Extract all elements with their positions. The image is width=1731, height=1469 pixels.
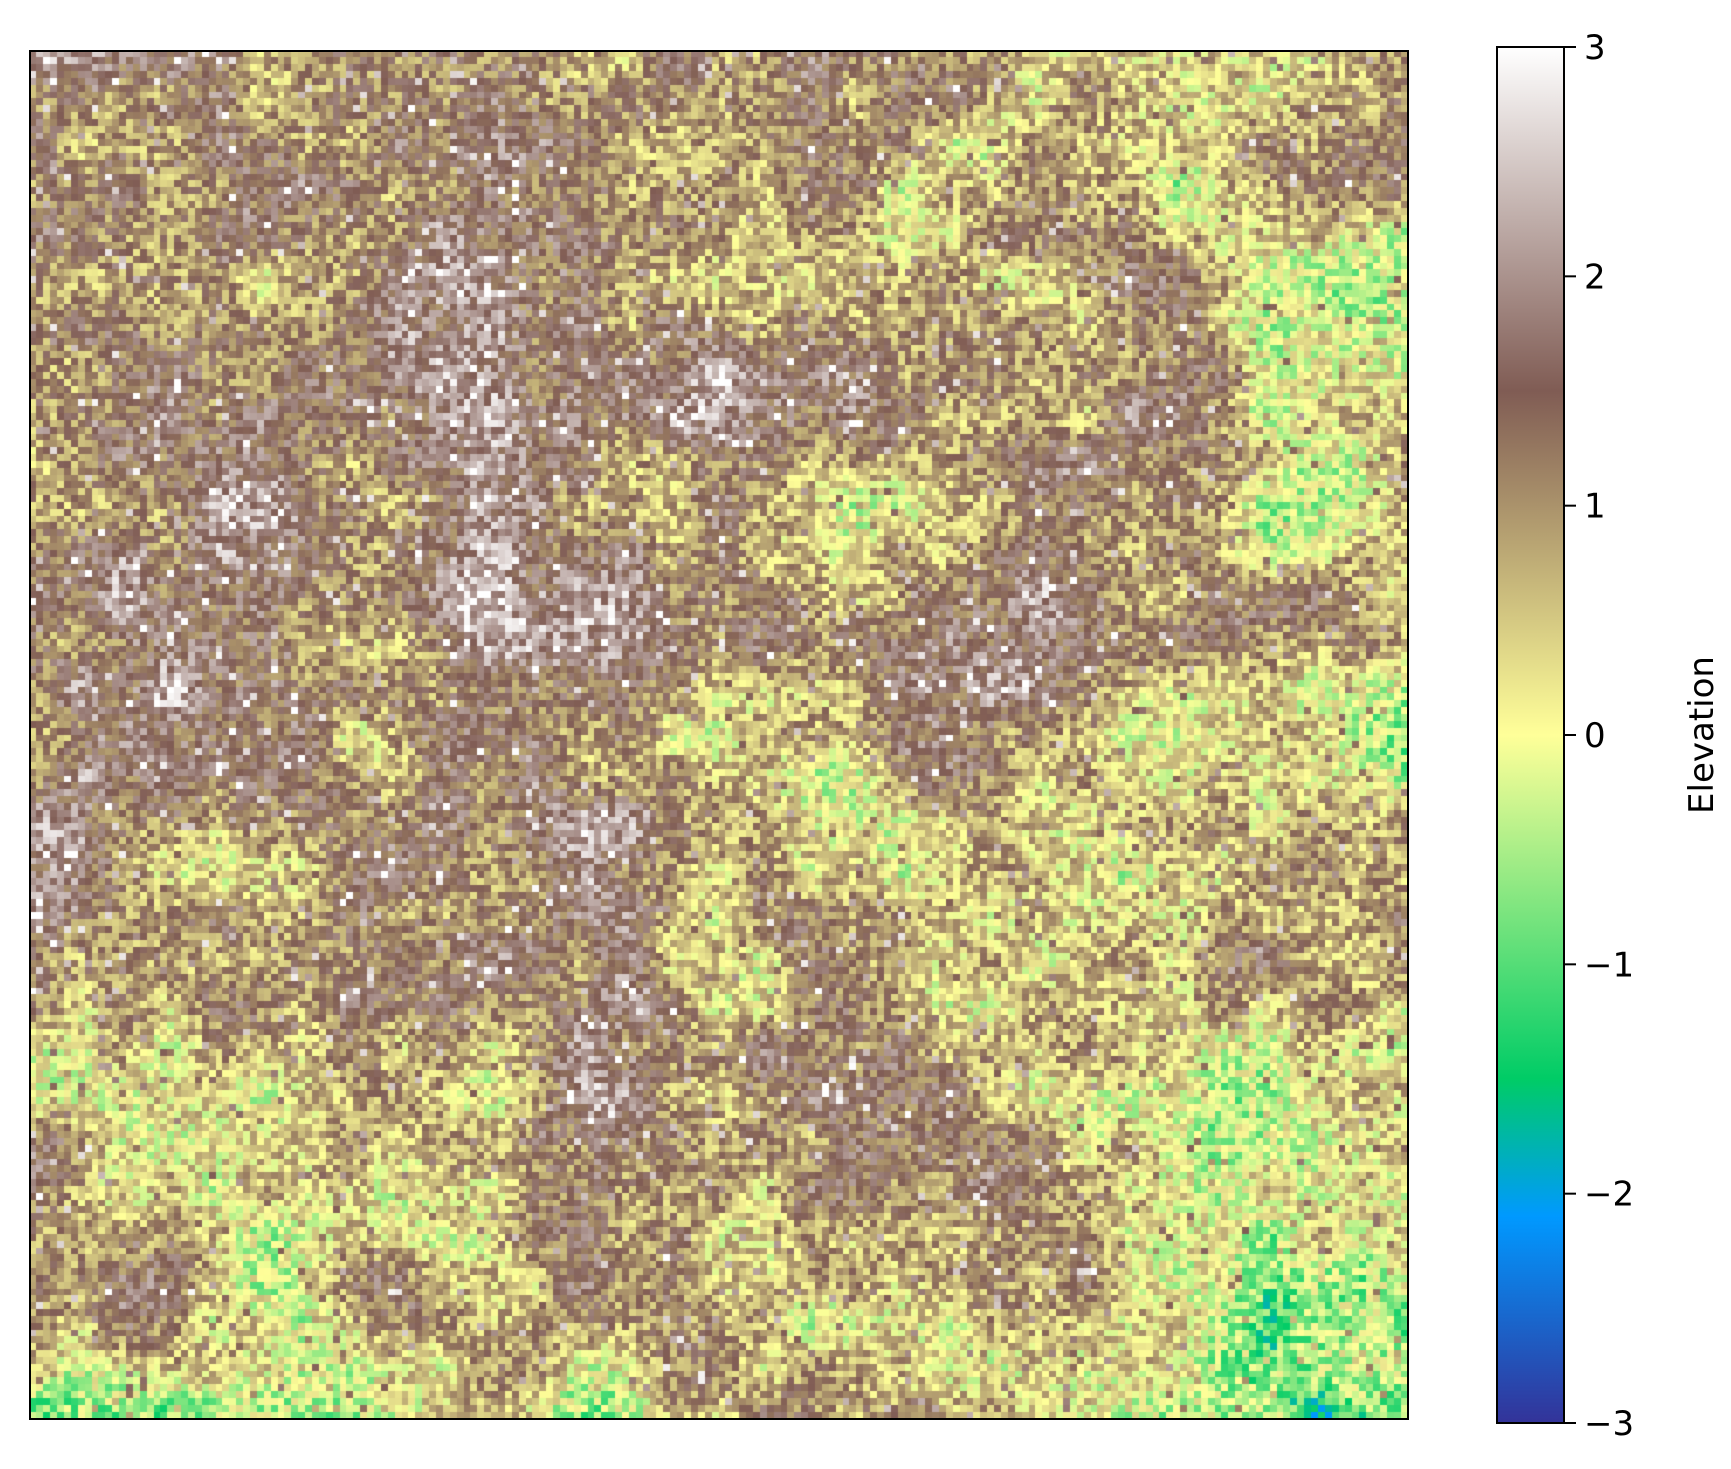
plot-frame <box>29 50 1409 1420</box>
colorbar-tick-label: 0 <box>1584 716 1606 756</box>
colorbar: 3 2 1 0 −1 −2 −3 Elevation <box>1496 28 1722 1444</box>
colorbar-tick-label: −1 <box>1584 945 1634 985</box>
heatmap-plot <box>29 50 1409 1420</box>
colorbar-ticks: 3 2 1 0 −1 −2 −3 <box>1564 28 1634 1444</box>
colorbar-label: Elevation <box>1682 656 1722 814</box>
colorbar-tick-label: −2 <box>1584 1175 1634 1215</box>
heatmap-image <box>30 51 1408 1419</box>
colorbar-tick-label: 3 <box>1584 28 1606 68</box>
colorbar-tick-label: 1 <box>1584 487 1606 527</box>
colorbar-gradient <box>1497 47 1564 1423</box>
colorbar-tick-label: −3 <box>1584 1404 1634 1444</box>
colorbar-tick-label: 2 <box>1584 257 1606 297</box>
heatmap-canvas-holder <box>30 51 1408 1419</box>
